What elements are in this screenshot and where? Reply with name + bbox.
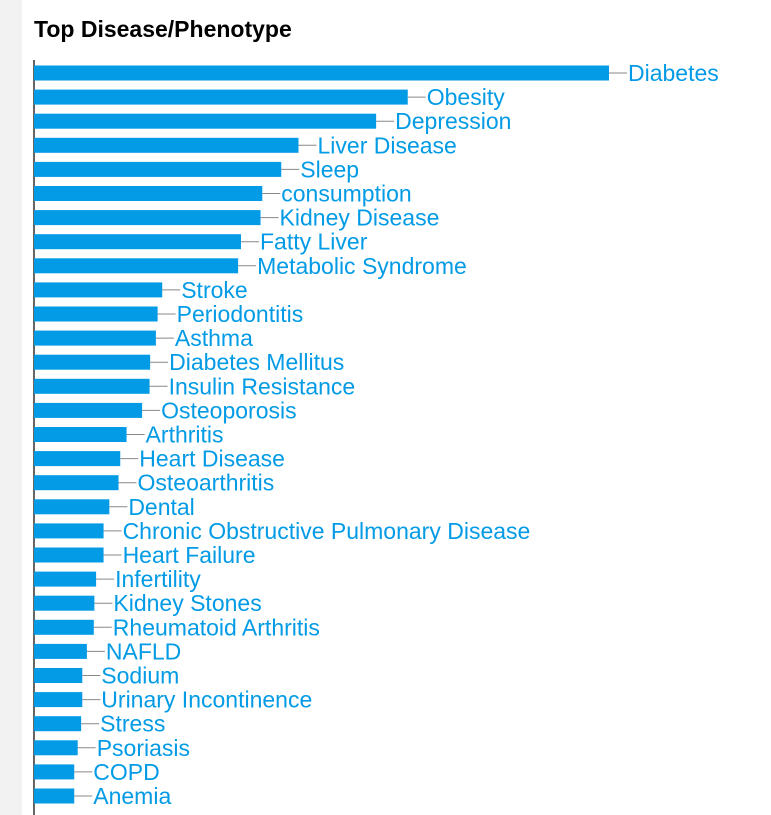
bar[interactable]	[34, 354, 151, 370]
category-label[interactable]: Chronic Obstructive Pulmonary Disease	[123, 518, 531, 544]
category-label[interactable]: Fatty Liver	[260, 229, 368, 255]
bar-row: Sodium	[34, 663, 179, 689]
bar[interactable]	[34, 788, 75, 804]
bar[interactable]	[34, 692, 83, 708]
bar-row: Metabolic Syndrome	[34, 253, 467, 279]
bar-row: Rheumatoid Arthritis	[34, 614, 320, 640]
category-label[interactable]: Sleep	[300, 156, 359, 182]
chart-panel	[22, 0, 771, 815]
bar[interactable]	[34, 161, 282, 177]
bar-row: Stress	[34, 711, 165, 737]
bar-row: Liver Disease	[34, 132, 457, 158]
bar-row: Stroke	[34, 277, 248, 303]
bar-row: Heart Disease	[34, 446, 285, 472]
category-label[interactable]: Infertility	[115, 566, 201, 592]
bar[interactable]	[34, 475, 119, 491]
bar[interactable]	[34, 571, 97, 587]
bar-row: Sleep	[34, 156, 359, 182]
category-label[interactable]: Osteoarthritis	[138, 470, 275, 496]
bar[interactable]	[34, 643, 87, 659]
bar[interactable]	[34, 186, 263, 201]
bar-row: Heart Failure	[34, 542, 256, 568]
category-label[interactable]: Sodium	[101, 663, 179, 689]
bar-row: Urinary Incontinence	[34, 687, 312, 713]
category-label[interactable]: Kidney Stones	[113, 590, 261, 616]
category-label[interactable]: Psoriasis	[97, 735, 190, 761]
bar[interactable]	[34, 113, 377, 129]
bar-row: Diabetes	[34, 60, 719, 86]
chart-title: Top Disease/Phenotype	[34, 16, 292, 42]
bar[interactable]	[34, 282, 163, 298]
bar-row: Chronic Obstructive Pulmonary Disease	[34, 518, 530, 544]
bar-row: Osteoporosis	[34, 397, 297, 423]
category-label[interactable]: Stroke	[181, 277, 247, 303]
bar[interactable]	[34, 716, 82, 732]
bar[interactable]	[34, 378, 150, 394]
bar[interactable]	[34, 764, 75, 780]
bar[interactable]	[34, 258, 239, 274]
bar[interactable]	[34, 89, 408, 105]
category-label[interactable]: Asthma	[175, 325, 253, 351]
category-label[interactable]: Rheumatoid Arthritis	[113, 614, 320, 640]
bar-row: consumption	[34, 181, 412, 207]
category-label[interactable]: Urinary Incontinence	[101, 687, 312, 713]
bar[interactable]	[34, 306, 158, 322]
bar-row: Kidney Disease	[34, 205, 439, 231]
category-label[interactable]: COPD	[93, 759, 159, 785]
bar-row: Infertility	[34, 566, 201, 592]
bar[interactable]	[34, 740, 78, 756]
bar-row: Asthma	[34, 325, 253, 351]
category-label[interactable]: NAFLD	[106, 638, 181, 664]
bar[interactable]	[34, 595, 95, 611]
bar-row: Periodontitis	[34, 301, 303, 327]
category-label[interactable]: Heart Disease	[139, 446, 285, 472]
category-label[interactable]: Osteoporosis	[161, 397, 297, 423]
bar-row: Arthritis	[34, 422, 224, 448]
bar-row: Obesity	[34, 84, 505, 110]
category-label[interactable]: Heart Failure	[123, 542, 256, 568]
bar-row: COPD	[34, 759, 160, 785]
bar-row: Insulin Resistance	[34, 373, 355, 399]
bar[interactable]	[34, 547, 104, 563]
bar-row: Psoriasis	[34, 735, 190, 761]
bar[interactable]	[34, 210, 261, 226]
bar-row: Diabetes Mellitus	[34, 349, 344, 375]
bar[interactable]	[34, 65, 609, 81]
category-label[interactable]: Liver Disease	[318, 132, 457, 158]
bar-row: NAFLD	[34, 638, 181, 664]
category-label[interactable]: Diabetes	[628, 60, 719, 86]
bar[interactable]	[34, 619, 94, 635]
bar[interactable]	[34, 523, 104, 539]
bar[interactable]	[34, 402, 143, 418]
category-label[interactable]: Dental	[128, 494, 194, 520]
category-label[interactable]: Obesity	[427, 84, 505, 110]
bar-row: Anemia	[34, 783, 171, 809]
category-label[interactable]: Metabolic Syndrome	[257, 253, 467, 279]
bar[interactable]	[34, 427, 127, 442]
bar[interactable]	[34, 451, 121, 467]
bar[interactable]	[34, 234, 241, 250]
category-label[interactable]: Insulin Resistance	[169, 373, 356, 399]
bar-row: Osteoarthritis	[34, 470, 274, 496]
bar[interactable]	[34, 330, 156, 346]
bar-row: Fatty Liver	[34, 229, 368, 255]
category-label[interactable]: Diabetes Mellitus	[169, 349, 344, 375]
bar[interactable]	[34, 668, 83, 683]
bar[interactable]	[34, 137, 299, 153]
category-label[interactable]: Anemia	[93, 783, 171, 809]
bar-row: Dental	[34, 494, 195, 520]
category-label[interactable]: Kidney Disease	[280, 205, 440, 231]
bar-row: Kidney Stones	[34, 590, 262, 616]
category-label[interactable]: Arthritis	[146, 422, 224, 448]
category-label[interactable]: Stress	[100, 711, 165, 737]
bar[interactable]	[34, 499, 110, 515]
category-label[interactable]: Depression	[395, 108, 511, 134]
category-label[interactable]: Periodontitis	[177, 301, 304, 327]
category-label[interactable]: consumption	[281, 181, 411, 207]
bar-row: Depression	[34, 108, 511, 134]
